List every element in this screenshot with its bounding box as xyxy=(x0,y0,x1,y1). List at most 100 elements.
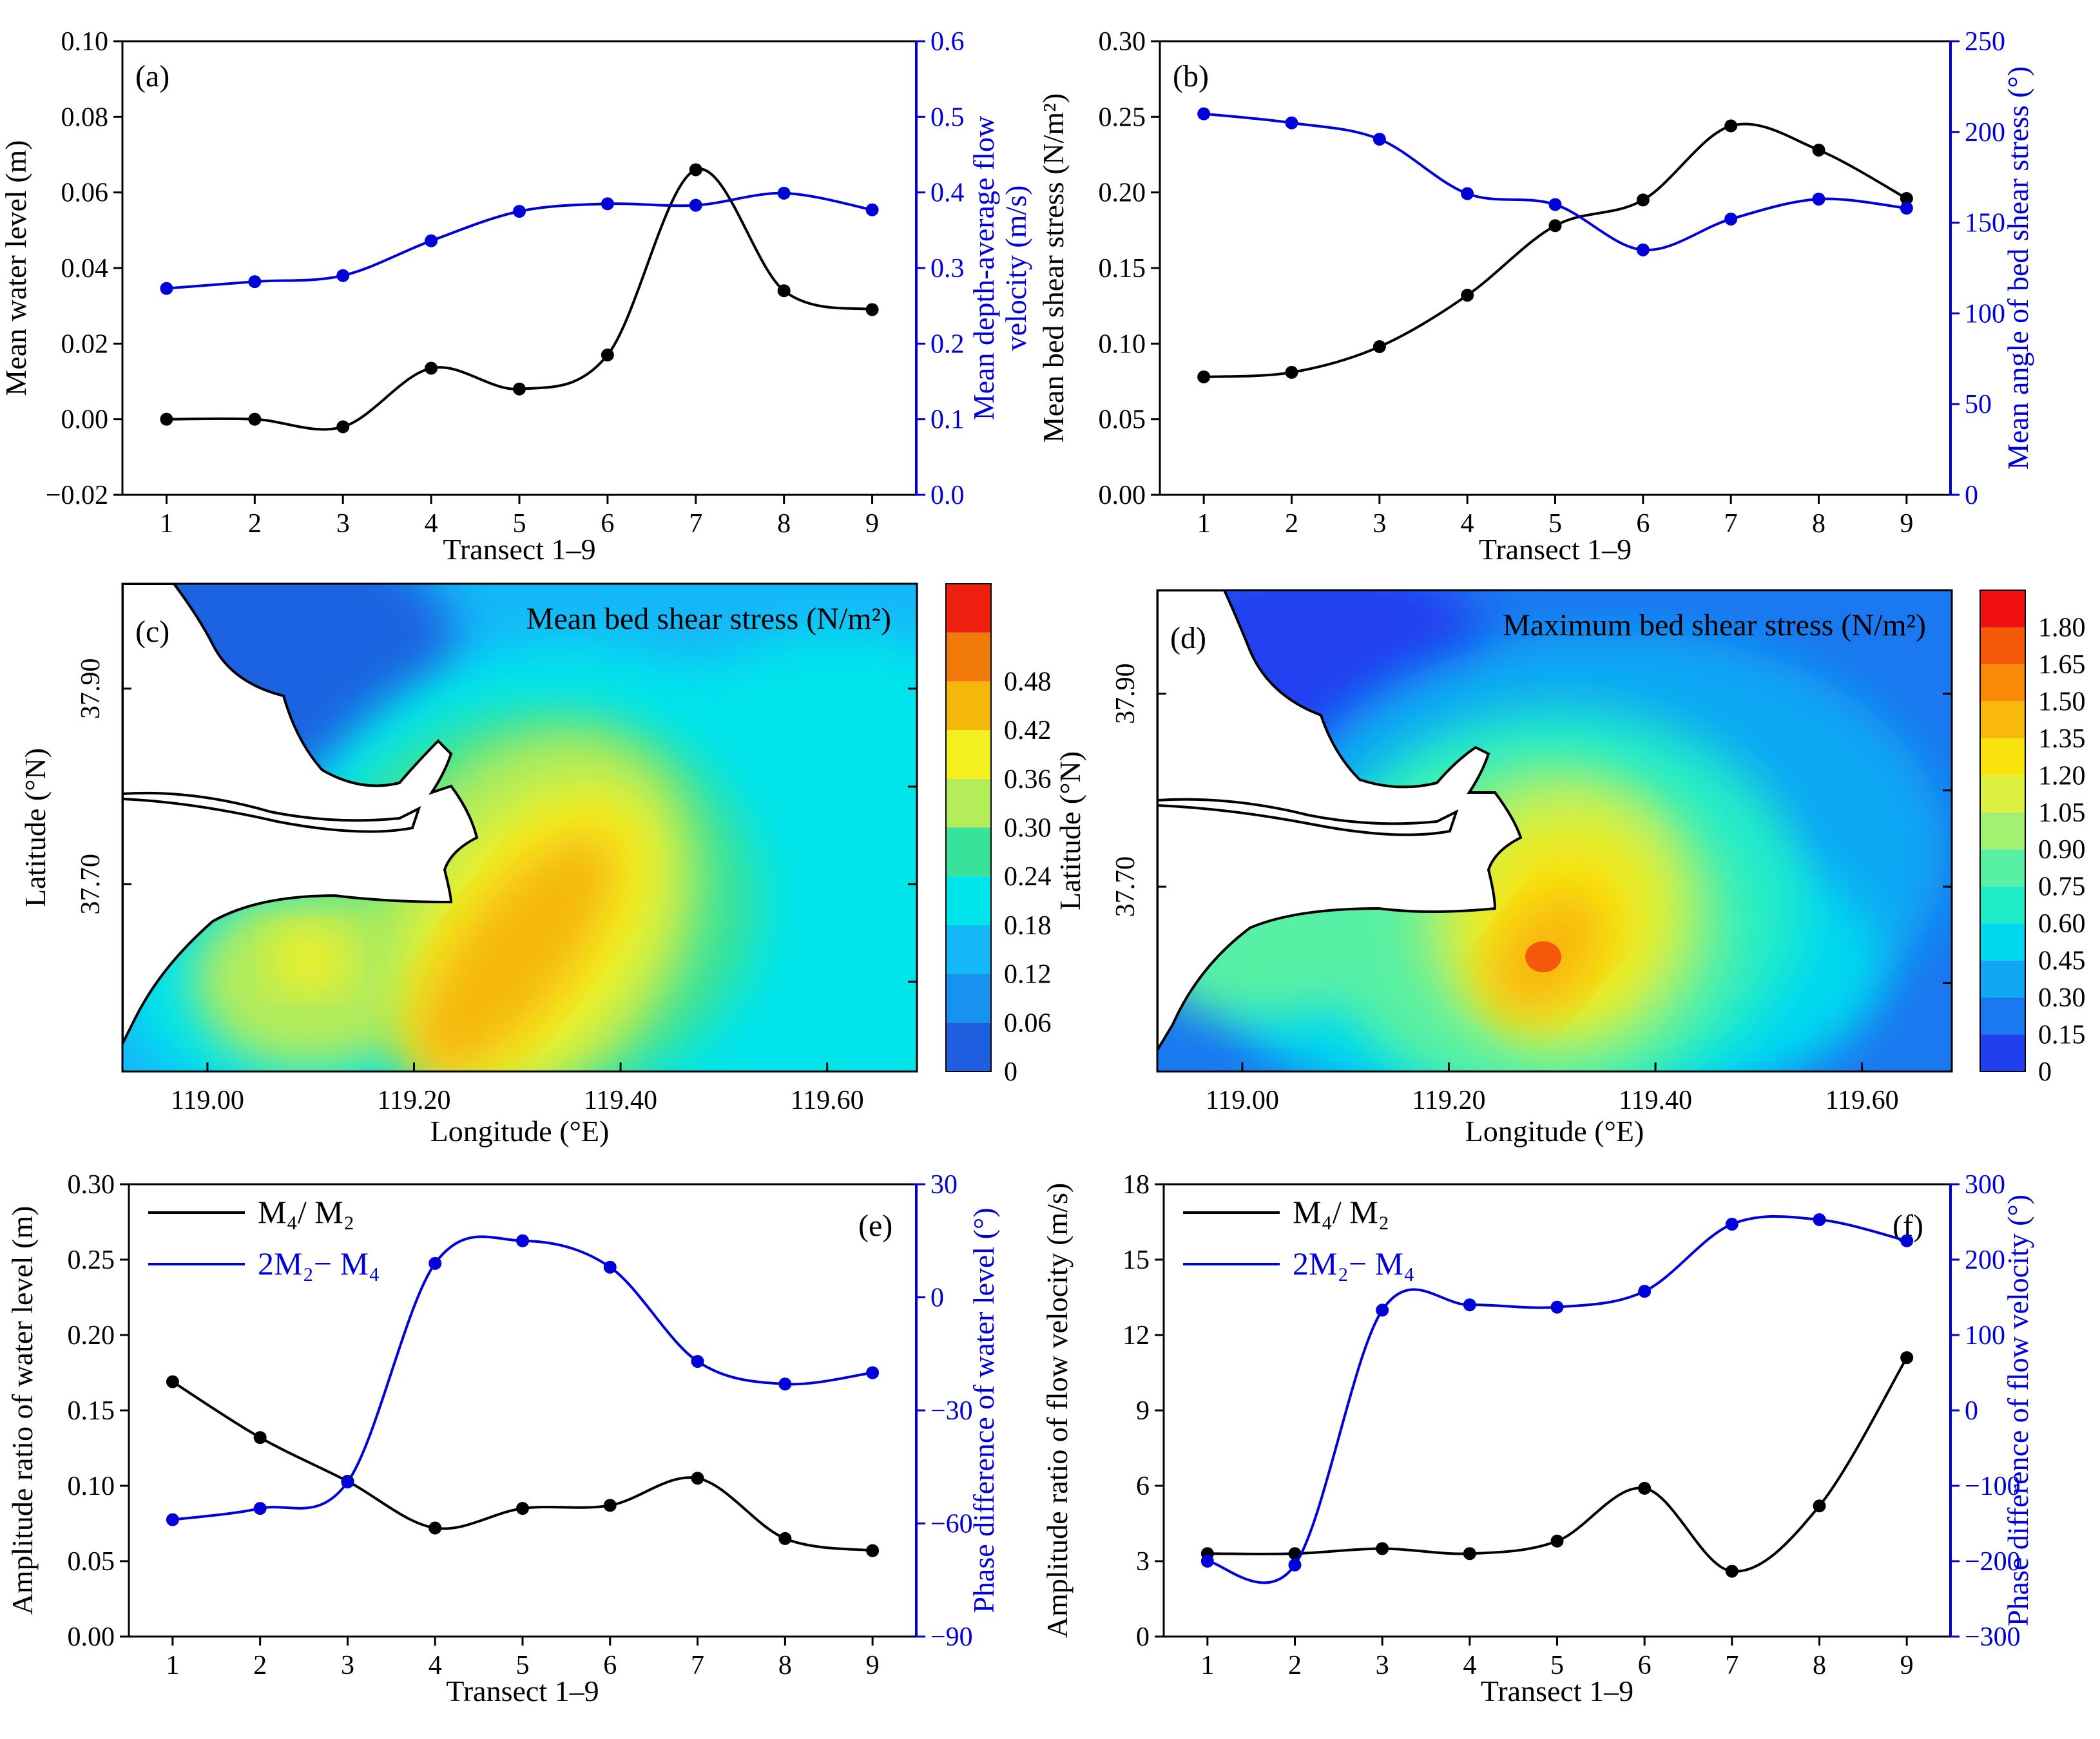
map-x-tick-label: 119.40 xyxy=(1619,1086,1692,1115)
x-tick-label: 7 xyxy=(689,509,702,539)
y-tick-label: 0.10 xyxy=(68,1472,115,1501)
x-tick-label: 2 xyxy=(248,509,262,539)
data-point xyxy=(865,203,879,216)
y2-tick-label: −200 xyxy=(1965,1547,2021,1577)
x-tick-label: 4 xyxy=(1463,1651,1476,1680)
y2-tick-label: 0.4 xyxy=(930,178,965,208)
map-y-tick-label: 37.90 xyxy=(1111,663,1141,724)
x-tick-label: 3 xyxy=(1376,1651,1389,1680)
map-frame xyxy=(1156,589,1953,1073)
y2-tick-label: 50 xyxy=(1965,390,1992,419)
x-tick-label: 1 xyxy=(160,509,173,539)
y-tick-label: 0.10 xyxy=(1099,329,1146,359)
data-point xyxy=(777,186,791,200)
x-tick-label: 5 xyxy=(513,509,526,539)
data-point xyxy=(1197,107,1211,120)
y2-tick-label: 0 xyxy=(1965,1396,1978,1426)
colorbar-label: 1.05 xyxy=(2038,798,2086,828)
panel-c-contour-field xyxy=(122,584,917,1071)
y-tick-label: 0.15 xyxy=(1099,254,1146,283)
x-tick-label: 6 xyxy=(603,1651,617,1680)
colorbar-label: 0.12 xyxy=(1004,960,1052,990)
x-axis-label: Transect 1–9 xyxy=(443,533,595,566)
colorbar-label: 0.24 xyxy=(1004,862,1052,892)
y2-tick-label: 0.5 xyxy=(930,102,965,132)
data-point xyxy=(429,1521,442,1535)
data-point xyxy=(601,348,614,361)
colorbar-swatch xyxy=(1980,1034,2025,1071)
panel-label: (c) xyxy=(135,615,169,649)
x-tick-label: 9 xyxy=(1900,509,1913,539)
y-tick-label: 0.30 xyxy=(1099,27,1146,57)
data-point xyxy=(1373,340,1386,354)
colorbar-label: 0.75 xyxy=(2038,872,2086,902)
data-point xyxy=(1638,1285,1652,1298)
data-point xyxy=(1813,1499,1826,1513)
y2-tick-label: 250 xyxy=(1965,27,2005,57)
colorbar-swatch xyxy=(946,778,991,828)
data-point xyxy=(1548,219,1562,233)
colorbar-label: 0.30 xyxy=(2038,983,2086,1013)
y2-axis-label: velocity (m/s) xyxy=(999,186,1032,351)
colorbar-label: 0.06 xyxy=(1004,1008,1052,1038)
panel-b-line-chart: 1 2 3 4 5 6 7 8 9 Transect 1–9 0.00 0.05 0.10 0.15 0.2… xyxy=(1037,27,2034,566)
y-tick-label: 18 xyxy=(1122,1170,1150,1200)
colorbar-label: 0.60 xyxy=(2038,909,2086,939)
data-point xyxy=(778,1378,792,1391)
y-axis-label: Amplitude ratio of water level (m) xyxy=(6,1206,39,1615)
x-tick-label: 8 xyxy=(1812,509,1825,539)
map-x-tick-label: 119.20 xyxy=(378,1086,451,1115)
data-point xyxy=(1724,119,1738,133)
colorbar-label: 1.50 xyxy=(2038,687,2086,716)
x-tick-label: 9 xyxy=(1900,1651,1914,1680)
series-line-blue xyxy=(1207,1215,1907,1584)
x-tick-label: 7 xyxy=(1725,1651,1739,1680)
data-point xyxy=(1461,187,1474,200)
y2-tick-label: −90 xyxy=(930,1622,973,1652)
data-point xyxy=(1461,289,1474,302)
colorbar-label: 0.15 xyxy=(2038,1021,2086,1050)
y2-tick-label: 0.0 xyxy=(930,481,965,510)
data-point xyxy=(1725,1564,1739,1578)
colorbar-swatch xyxy=(1980,701,2025,738)
data-point xyxy=(1813,1213,1826,1226)
y-tick-label: 0.06 xyxy=(61,178,109,208)
x-tick-label: 1 xyxy=(166,1651,179,1680)
map-x-tick-label: 119.60 xyxy=(791,1086,864,1115)
data-point xyxy=(166,1513,179,1526)
data-point xyxy=(691,1472,704,1485)
data-point xyxy=(1197,370,1211,383)
x-axis-label: Transect 1–9 xyxy=(1479,533,1632,566)
panel-c-frame: Mean bed shear stress (N/m²) (c) 119.00 119… xyxy=(19,582,1052,1148)
x-tick-label: 6 xyxy=(601,509,614,539)
data-point xyxy=(336,269,350,282)
y2-axis-label: Mean angle of bed shear stress (°) xyxy=(2001,66,2034,470)
y-tick-label: 0.00 xyxy=(68,1622,115,1652)
y-tick-label: 0.10 xyxy=(61,27,109,57)
colorbar-label: 1.20 xyxy=(2038,761,2086,791)
x-tick-label: 7 xyxy=(691,1651,704,1680)
data-point xyxy=(248,412,262,426)
data-point xyxy=(1550,1300,1564,1314)
colorbar-label: 0.18 xyxy=(1004,911,1052,941)
colorbar-label: 0.42 xyxy=(1004,716,1052,745)
y-tick-label: 9 xyxy=(1136,1396,1150,1426)
data-point xyxy=(1376,1542,1389,1555)
y-tick-label: −0.02 xyxy=(46,481,108,510)
x-tick-label: 3 xyxy=(341,1651,354,1680)
y2-tick-label: 0 xyxy=(930,1283,944,1313)
data-point xyxy=(1812,143,1825,157)
x-tick-label: 4 xyxy=(429,1651,442,1680)
data-point xyxy=(865,303,879,316)
y-axis-label: Amplitude ratio of flow velocity (m/s) xyxy=(1041,1183,1074,1638)
colorbar-swatch xyxy=(1980,849,2025,887)
map-x-tick-label: 119.60 xyxy=(1825,1086,1899,1115)
panel-label: (e) xyxy=(858,1209,892,1243)
x-tick-label: 4 xyxy=(425,509,438,539)
y2-tick-label: 100 xyxy=(1965,1321,2005,1350)
data-point xyxy=(777,284,791,298)
series-line-black xyxy=(166,168,872,431)
x-tick-label: 6 xyxy=(1638,1651,1652,1680)
y-tick-label: 0.00 xyxy=(61,405,109,435)
